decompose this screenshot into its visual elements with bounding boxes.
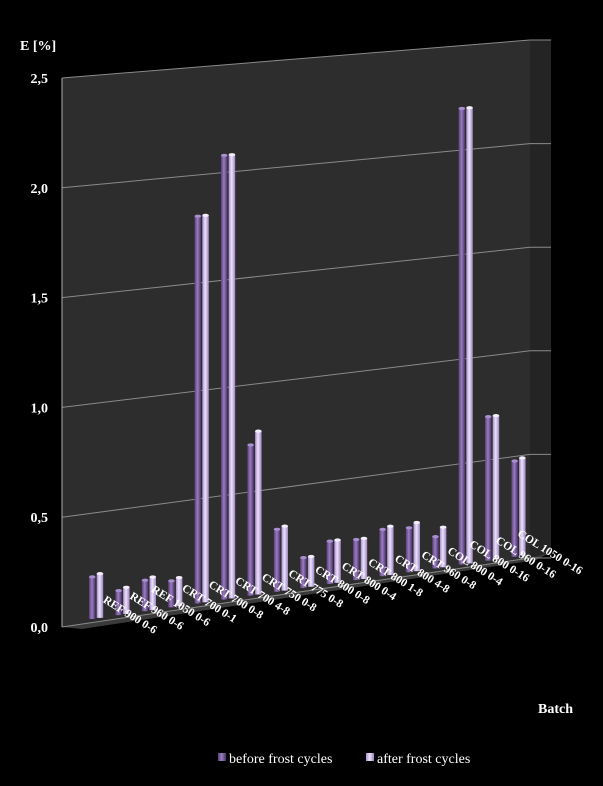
bar-before-frost [326, 541, 334, 584]
gridlines [61, 39, 551, 628]
y-axis-title: E [%] [20, 39, 56, 54]
bar-cap-before [194, 214, 202, 218]
floor [62, 552, 551, 629]
bar-cap-after [281, 524, 288, 528]
bar-before-frost [300, 557, 307, 588]
bar-after-frost [228, 154, 236, 599]
bar-cap-after [307, 554, 315, 559]
bar-before-frost [511, 460, 518, 557]
bar-after-frost [360, 538, 368, 579]
bar-cap-after [123, 585, 130, 589]
bar-before-frost [273, 529, 281, 592]
bar-cap-after [334, 538, 341, 542]
bar-cap-before [379, 527, 386, 532]
gridline [61, 143, 531, 189]
y-tick-labels: 0,0 0,5 1,0 1,5 2,0 2,5 [31, 72, 49, 636]
bar-after-frost [466, 107, 473, 564]
bar-cap-before [115, 588, 122, 593]
bar-after-frost [413, 522, 420, 572]
bar-cap-after [360, 536, 368, 540]
y-tick-label: 0,5 [31, 511, 49, 526]
bar-after-frost [123, 587, 130, 614]
bar-cap-after [439, 525, 447, 529]
bar-after-frost [334, 540, 341, 583]
bar-after-frost [255, 431, 262, 595]
bar-cap-after [387, 524, 394, 528]
legend: before frost cycles after frost cycles [218, 752, 470, 767]
bar-cap-after [255, 429, 262, 433]
y-tick-label: 2,5 [31, 72, 49, 87]
y-tick-label: 1,0 [31, 401, 49, 416]
bar-after-frost [96, 573, 104, 618]
y-tick-label: 1,5 [31, 292, 49, 307]
legend-item-before: before frost cycles [218, 752, 332, 767]
bar-cap-before [511, 459, 518, 463]
bar-before-frost [247, 444, 254, 596]
bar-after-frost [439, 527, 447, 568]
legend-swatch-before [218, 753, 226, 761]
x-axis-title: Batch [538, 702, 573, 717]
bar-cap-after [175, 575, 183, 580]
bar-cap-before [405, 526, 413, 530]
bar-before-frost [353, 539, 360, 581]
bar-before-frost [141, 580, 149, 612]
bar-after-frost [149, 576, 156, 611]
bar-before-frost [379, 529, 386, 577]
bar-before-frost [194, 216, 202, 604]
bar-before-frost [432, 536, 439, 569]
bar-cap-after [519, 456, 526, 460]
legend-swatch-after [366, 753, 374, 761]
bar-before-frost [405, 527, 413, 573]
legend-item-after: after frost cycles [366, 752, 470, 767]
chart-walls [62, 40, 551, 629]
bar-cap-after [492, 414, 500, 418]
bar-cap-after [413, 520, 420, 525]
bar-cap-before [273, 527, 281, 531]
bar-cap-before [141, 578, 149, 582]
bar-after-frost [387, 526, 394, 576]
bar-cap-before [485, 414, 492, 419]
bar-cap-before [353, 537, 360, 542]
bar-after-frost [307, 556, 315, 587]
bar-before-frost [458, 108, 466, 565]
bar-cap-before [458, 106, 466, 111]
gridline [61, 246, 531, 299]
legend-label-before: before frost cycles [229, 752, 332, 767]
bar-cap-before [432, 535, 439, 539]
bar-after-frost [175, 577, 183, 607]
bar-before-frost [485, 416, 492, 561]
bar-cap-after [202, 213, 209, 218]
bars [89, 106, 526, 620]
bar-cap-before [168, 579, 175, 583]
bar-cap-after [149, 575, 156, 579]
bar-after-frost [492, 415, 500, 560]
bar-after-frost [202, 215, 209, 603]
y-tick-label: 0,0 [31, 621, 49, 636]
bar-cap-before [221, 153, 228, 157]
bar-cap-before [300, 556, 307, 560]
bar-cap-before [89, 575, 96, 579]
gridline [61, 39, 531, 79]
back-wall [62, 40, 530, 627]
bar-before-frost [168, 580, 175, 608]
side-wall [530, 40, 551, 558]
bar-cap-after [96, 571, 104, 576]
bar-before-frost [115, 590, 122, 616]
bar-after-frost [519, 457, 526, 556]
bar-cap-after [228, 153, 236, 157]
bar-before-frost [221, 155, 228, 600]
legend-label-after: after frost cycles [377, 752, 470, 767]
bar-before-frost [89, 576, 96, 620]
bar-cap-after [466, 106, 473, 110]
gridline [61, 350, 531, 408]
bar-cap-before [326, 539, 334, 543]
gridline [61, 453, 531, 518]
y-tick-label: 2,0 [31, 182, 49, 197]
bar-after-frost [281, 526, 288, 591]
gridline [61, 557, 531, 628]
bar-cap-before [247, 443, 254, 447]
